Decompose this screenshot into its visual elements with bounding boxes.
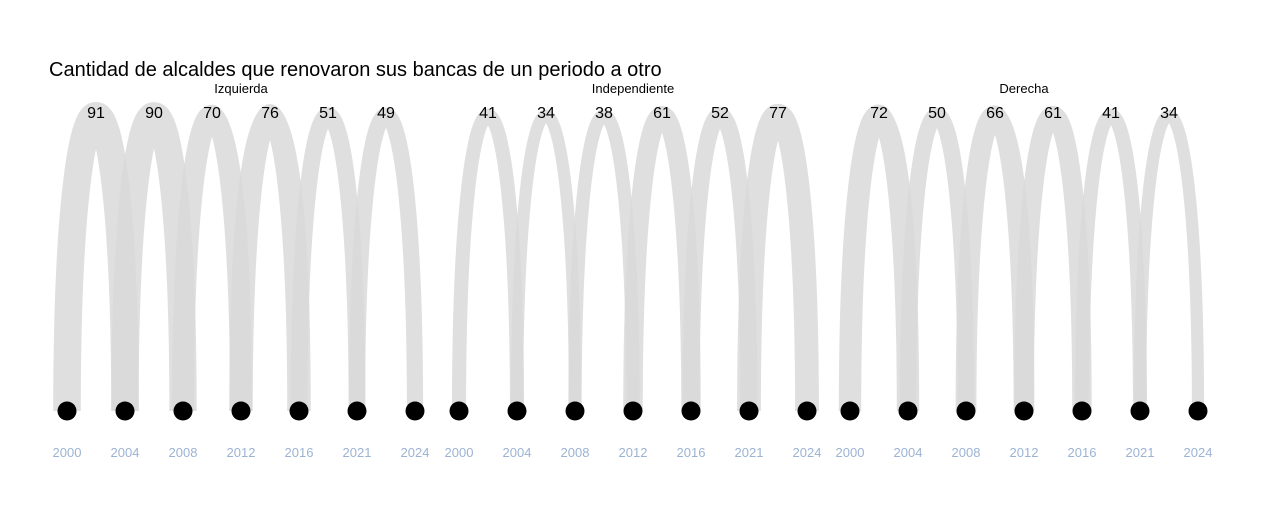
facet-label-derecha: Derecha <box>999 81 1049 96</box>
year-tick-derecha-2004: 2004 <box>894 445 923 460</box>
arc-derecha-2021-2024 <box>1133 109 1205 412</box>
year-tick-independiente-2016: 2016 <box>677 445 706 460</box>
node-izquierda-2000 <box>57 401 77 421</box>
value-label-izquierda-6: 49 <box>377 105 395 122</box>
node-derecha-2021 <box>1130 401 1150 421</box>
value-label-independiente-3: 38 <box>595 105 613 122</box>
node-independiente-2000 <box>449 401 469 421</box>
arc-derecha-2000-2004 <box>838 104 920 412</box>
value-label-derecha-6: 34 <box>1160 105 1178 122</box>
value-label-derecha-3: 66 <box>986 105 1004 122</box>
node-derecha-2016 <box>1072 401 1092 421</box>
node-izquierda-2021 <box>347 401 367 421</box>
arc-derecha-2016-2021 <box>1074 108 1148 412</box>
year-tick-derecha-2021: 2021 <box>1126 445 1155 460</box>
year-tick-derecha-2008: 2008 <box>952 445 981 460</box>
node-izquierda-2004 <box>115 401 135 421</box>
year-tick-izquierda-2004: 2004 <box>111 445 140 460</box>
node-izquierda-2012 <box>231 401 251 421</box>
facet-label-izquierda: Izquierda <box>214 81 268 96</box>
chart-title: Cantidad de alcaldes que renovaron sus b… <box>49 59 662 81</box>
arc-independiente-2021-2024 <box>737 103 819 412</box>
node-derecha-2008 <box>956 401 976 421</box>
value-label-izquierda-4: 76 <box>261 105 279 122</box>
value-label-izquierda-1: 91 <box>87 105 105 122</box>
year-tick-independiente-2008: 2008 <box>561 445 590 460</box>
year-tick-independiente-2000: 2000 <box>445 445 474 460</box>
year-tick-derecha-2024: 2024 <box>1184 445 1213 460</box>
arc-independiente-2000-2004 <box>451 108 525 412</box>
node-independiente-2021 <box>739 401 759 421</box>
value-label-independiente-6: 77 <box>769 105 787 122</box>
year-tick-derecha-2000: 2000 <box>836 445 865 460</box>
node-independiente-2024 <box>797 401 817 421</box>
year-tick-independiente-2021: 2021 <box>735 445 764 460</box>
labels-layer: Izquierda 91 90 70 76 51 49 2000 2004 2008 2012 201… <box>53 81 1213 460</box>
value-label-independiente-1: 41 <box>479 105 497 122</box>
arc-independiente-2012-2016 <box>623 105 701 412</box>
value-label-derecha-5: 41 <box>1102 105 1120 122</box>
year-tick-izquierda-2008: 2008 <box>169 445 198 460</box>
value-label-independiente-4: 61 <box>653 105 671 122</box>
arcs-layer <box>53 101 1205 412</box>
node-independiente-2016 <box>681 401 701 421</box>
value-label-independiente-5: 52 <box>711 105 729 122</box>
year-tick-independiente-2004: 2004 <box>503 445 532 460</box>
value-label-independiente-2: 34 <box>537 105 555 122</box>
value-label-derecha-2: 50 <box>928 105 946 122</box>
arc-independiente-2004-2008 <box>510 109 582 412</box>
node-independiente-2012 <box>623 401 643 421</box>
value-label-izquierda-5: 51 <box>319 105 337 122</box>
year-tick-izquierda-2012: 2012 <box>227 445 256 460</box>
facet-label-independiente: Independiente <box>592 81 674 96</box>
node-derecha-2000 <box>840 401 860 421</box>
value-label-derecha-4: 61 <box>1044 105 1062 122</box>
year-tick-independiente-2012: 2012 <box>619 445 648 460</box>
year-tick-derecha-2012: 2012 <box>1010 445 1039 460</box>
value-label-izquierda-2: 90 <box>145 105 163 122</box>
year-tick-izquierda-2000: 2000 <box>53 445 82 460</box>
arc-derecha-2012-2016 <box>1014 105 1092 412</box>
year-tick-derecha-2016: 2016 <box>1068 445 1097 460</box>
arc-izquierda-2012-2016 <box>229 103 311 412</box>
node-derecha-2012 <box>1014 401 1034 421</box>
node-izquierda-2024 <box>405 401 425 421</box>
value-label-derecha-1: 72 <box>870 105 888 122</box>
value-label-izquierda-3: 70 <box>203 105 221 122</box>
node-independiente-2004 <box>507 401 527 421</box>
year-tick-independiente-2024: 2024 <box>793 445 822 460</box>
node-izquierda-2016 <box>289 401 309 421</box>
nodes-layer <box>57 401 1208 421</box>
arc-izquierda-2021-2024 <box>348 107 424 412</box>
node-independiente-2008 <box>565 401 585 421</box>
year-tick-izquierda-2021: 2021 <box>343 445 372 460</box>
node-derecha-2004 <box>898 401 918 421</box>
year-tick-izquierda-2024: 2024 <box>401 445 430 460</box>
node-izquierda-2008 <box>173 401 193 421</box>
year-tick-izquierda-2016: 2016 <box>285 445 314 460</box>
node-derecha-2024 <box>1188 401 1208 421</box>
